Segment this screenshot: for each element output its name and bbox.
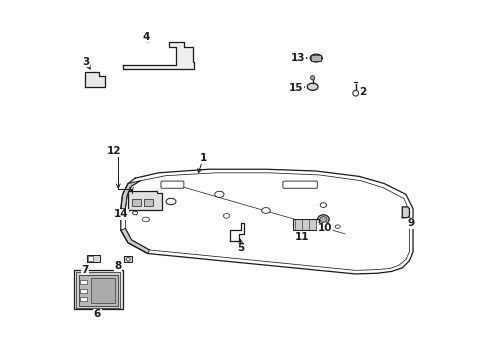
FancyBboxPatch shape — [161, 181, 183, 188]
Bar — [88, 256, 93, 261]
Bar — [144, 199, 153, 206]
Bar — [80, 289, 86, 293]
Bar — [79, 275, 117, 306]
Bar — [292, 219, 318, 230]
Polygon shape — [402, 207, 408, 218]
Ellipse shape — [335, 225, 340, 228]
Ellipse shape — [320, 203, 326, 207]
Text: 11: 11 — [294, 232, 308, 242]
Circle shape — [126, 257, 130, 261]
Bar — [124, 256, 132, 262]
Polygon shape — [121, 228, 149, 253]
Text: 13: 13 — [290, 53, 305, 63]
Ellipse shape — [132, 211, 137, 215]
Polygon shape — [128, 191, 162, 211]
Bar — [91, 278, 115, 303]
Text: 9: 9 — [407, 218, 414, 228]
Ellipse shape — [165, 198, 176, 205]
Circle shape — [352, 90, 358, 96]
Ellipse shape — [223, 213, 229, 218]
Ellipse shape — [319, 217, 326, 222]
Ellipse shape — [261, 208, 270, 213]
Circle shape — [310, 76, 314, 80]
Bar — [310, 55, 321, 61]
Bar — [80, 297, 86, 301]
Bar — [74, 270, 122, 309]
Text: 1: 1 — [199, 153, 206, 163]
Text: 12: 12 — [106, 146, 121, 156]
Bar — [80, 280, 86, 284]
Text: 6: 6 — [94, 310, 101, 319]
Text: 3: 3 — [82, 57, 89, 67]
Bar — [76, 272, 120, 308]
Polygon shape — [122, 42, 194, 69]
Ellipse shape — [306, 83, 317, 90]
Ellipse shape — [142, 217, 149, 222]
Polygon shape — [121, 181, 140, 209]
Text: 4: 4 — [142, 32, 149, 41]
Text: 8: 8 — [114, 261, 122, 271]
Ellipse shape — [317, 215, 328, 224]
Text: 7: 7 — [81, 265, 88, 275]
Polygon shape — [85, 72, 104, 87]
Bar — [86, 255, 100, 262]
Text: 10: 10 — [317, 224, 332, 233]
Text: 14: 14 — [113, 209, 128, 219]
Ellipse shape — [214, 191, 224, 197]
Text: 15: 15 — [289, 83, 303, 93]
Text: 5: 5 — [237, 243, 244, 253]
Text: 2: 2 — [359, 87, 366, 97]
Ellipse shape — [309, 54, 322, 62]
FancyBboxPatch shape — [282, 181, 317, 188]
Bar — [131, 199, 140, 206]
